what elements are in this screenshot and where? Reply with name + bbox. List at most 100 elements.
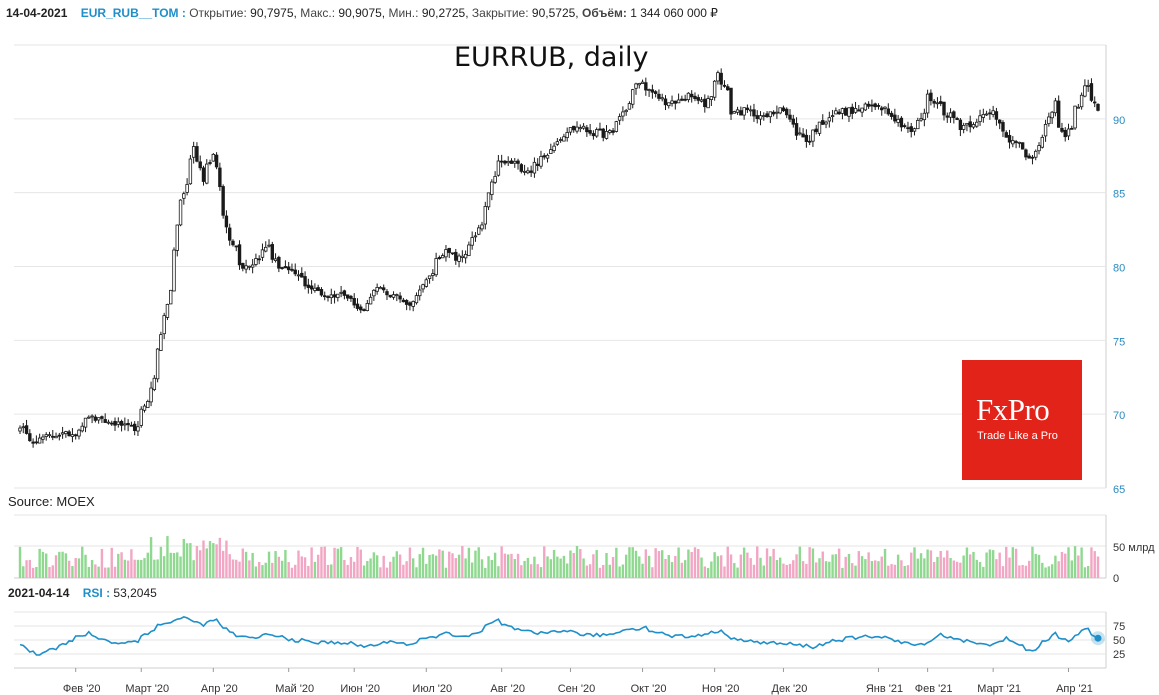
volume-bar bbox=[824, 561, 828, 578]
candle-body bbox=[146, 401, 150, 409]
candle-body bbox=[1076, 106, 1081, 109]
volume-bar bbox=[569, 550, 572, 578]
volume-bar bbox=[1001, 566, 1005, 578]
volume-bar bbox=[218, 537, 222, 578]
candle-body bbox=[729, 87, 733, 115]
source-note: Source: MOEX bbox=[8, 494, 95, 509]
candle-body bbox=[18, 427, 22, 432]
volume-bar bbox=[733, 563, 736, 578]
volume-bar bbox=[392, 556, 395, 578]
candle-body bbox=[1020, 142, 1025, 150]
volume-bar bbox=[752, 564, 756, 578]
candle-body bbox=[637, 83, 641, 86]
volume-bar bbox=[1077, 555, 1080, 578]
time-axis[interactable]: Фев '20 Март '20 Апр '20 Май '20 Июн '20 Июл … bbox=[14, 667, 1106, 695]
volume-bar bbox=[470, 562, 474, 578]
candle-body bbox=[604, 131, 609, 139]
volume-bar bbox=[664, 558, 667, 578]
volume-bar bbox=[552, 549, 556, 578]
candle-body bbox=[277, 256, 281, 269]
time-tick-label: Март '20 bbox=[125, 683, 169, 695]
volume-bar bbox=[330, 564, 333, 578]
volume-bar bbox=[772, 548, 775, 578]
low-label: Мин.: bbox=[388, 6, 419, 20]
candle-body bbox=[365, 303, 370, 311]
candle-body bbox=[100, 416, 104, 419]
volume-bar bbox=[100, 548, 104, 578]
candle-body bbox=[965, 122, 969, 126]
volume-bar bbox=[870, 561, 874, 578]
volume-bar bbox=[254, 566, 258, 578]
candle-body bbox=[975, 121, 979, 127]
candle-body bbox=[984, 113, 989, 116]
candle-body bbox=[159, 334, 163, 351]
candle-body bbox=[719, 72, 723, 85]
volume-bar bbox=[575, 546, 579, 578]
volume-bar bbox=[982, 566, 985, 578]
volume-bar bbox=[54, 555, 58, 578]
volume-bar bbox=[877, 561, 880, 578]
candle-body bbox=[516, 160, 520, 164]
volume-bar bbox=[441, 550, 444, 578]
volume-bar bbox=[510, 553, 513, 578]
candle-body bbox=[562, 136, 566, 142]
volume-bar bbox=[726, 546, 729, 578]
volume-bar bbox=[1021, 564, 1024, 578]
volume-bar bbox=[231, 559, 235, 578]
candle-body bbox=[640, 81, 645, 84]
volume-bar bbox=[785, 564, 788, 578]
volume-bar bbox=[985, 552, 988, 578]
volume-bar bbox=[683, 560, 687, 578]
volume-bar bbox=[975, 559, 978, 578]
candle-body bbox=[375, 287, 379, 292]
volume-bar bbox=[615, 547, 618, 578]
ticker-symbol[interactable]: EUR_RUB__TOM : bbox=[80, 6, 186, 20]
volume-bar bbox=[487, 556, 490, 578]
volume-bar bbox=[942, 557, 946, 578]
candle-body bbox=[627, 103, 632, 110]
volume-bar bbox=[520, 565, 523, 578]
volume-bar bbox=[716, 556, 720, 578]
candle-body bbox=[542, 155, 546, 158]
candle-body bbox=[748, 109, 753, 112]
volume-bar bbox=[946, 550, 949, 578]
volume-bar bbox=[84, 554, 87, 578]
rsi-tick-label: 50 bbox=[1113, 635, 1125, 647]
volume-bar bbox=[638, 556, 641, 578]
volume-bar bbox=[910, 552, 913, 578]
volume-bar bbox=[697, 548, 700, 578]
candle-body bbox=[794, 123, 799, 136]
volume-bar bbox=[323, 546, 326, 578]
volume-bar bbox=[965, 547, 969, 578]
volume-bar bbox=[336, 548, 340, 578]
volume-bar bbox=[719, 555, 723, 578]
volume-bar bbox=[549, 559, 553, 578]
volume-bar bbox=[38, 548, 41, 578]
volume-bar bbox=[513, 559, 516, 578]
candle-body bbox=[24, 425, 29, 434]
candle-body bbox=[447, 247, 451, 253]
volume-bar bbox=[837, 548, 841, 578]
candle-body bbox=[440, 255, 445, 259]
candle-body bbox=[902, 125, 907, 127]
candle-body bbox=[811, 129, 815, 142]
candle-body bbox=[775, 111, 779, 114]
rsi-name[interactable]: RSI : bbox=[82, 586, 111, 600]
volume-bar bbox=[1057, 561, 1060, 578]
volume-bar bbox=[952, 560, 956, 578]
rsi-last-point[interactable] bbox=[1094, 634, 1102, 642]
candle-body bbox=[1007, 135, 1012, 143]
volume-bar bbox=[932, 562, 936, 578]
candle-body bbox=[382, 287, 386, 291]
candle-body bbox=[1063, 130, 1067, 138]
candle-body bbox=[522, 170, 527, 173]
volume-bar bbox=[41, 551, 45, 578]
volume-bar bbox=[667, 555, 670, 578]
volume-bar bbox=[831, 554, 834, 578]
candle-body bbox=[119, 420, 124, 426]
candle-body bbox=[565, 132, 569, 138]
candle-body bbox=[745, 107, 750, 111]
time-tick-label: Фев '20 bbox=[63, 683, 101, 695]
volume-bar bbox=[864, 559, 867, 578]
candle-body bbox=[1079, 94, 1084, 108]
